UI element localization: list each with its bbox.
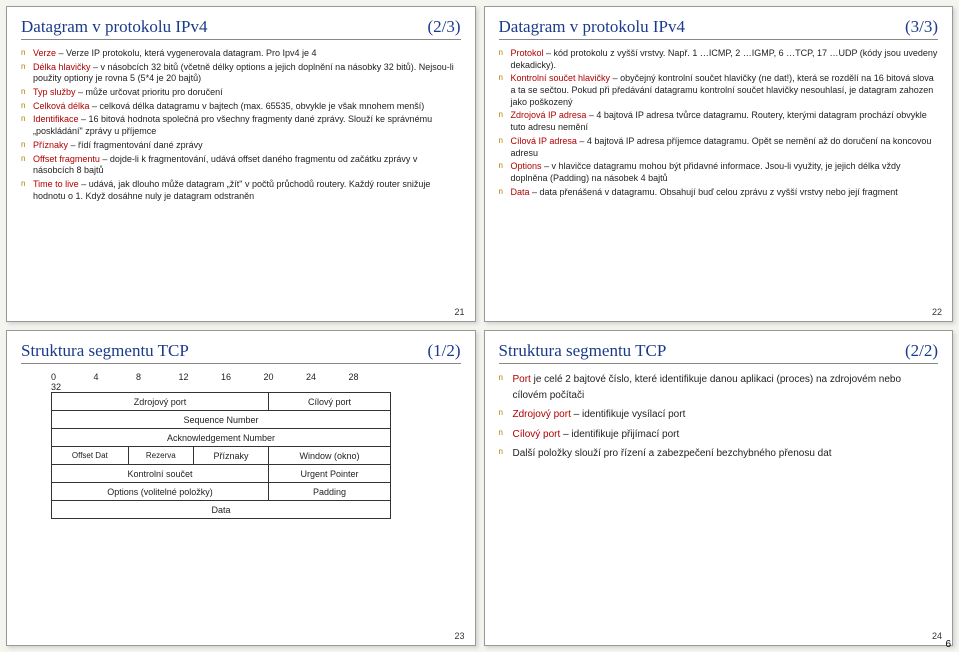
list-item: Verze – Verze IP protokolu, která vygene… (21, 48, 461, 60)
page-number: 22 (932, 307, 942, 317)
list-item: Identifikace – 16 bitová hodnota společn… (21, 114, 461, 137)
page-number: 23 (454, 631, 464, 641)
list-item: Port je celé 2 bajtové číslo, které iden… (499, 372, 939, 403)
list-item: Options – v hlavičce datagramu mohou být… (499, 161, 939, 184)
body-text: – identifikuje vysílací port (571, 409, 686, 420)
slide-22: Datagram v protokolu IPv4 (3/3) Protokol… (484, 6, 954, 322)
term: Protokol (511, 48, 544, 58)
body-text: – řídí fragmentování dané zprávy (68, 140, 203, 150)
term: Verze (33, 48, 56, 58)
term: Data (511, 187, 530, 197)
slide-part: (2/3) (427, 17, 460, 37)
slide-title: Struktura segmentu TCP (499, 341, 667, 361)
slide-24: Struktura segmentu TCP (2/2) Port je cel… (484, 330, 954, 646)
cell-chk: Kontrolní součet (52, 465, 269, 483)
cell-urg: Urgent Pointer (269, 465, 391, 483)
body-text: – v hlavičce datagramu mohou být přidavn… (511, 161, 901, 183)
page-number: 21 (454, 307, 464, 317)
cell-win: Window (okno) (269, 447, 391, 465)
body-text: – může určovat prioritu pro doručení (76, 87, 223, 97)
list-item: Délka hlavičky – v násobcích 32 bitů (vč… (21, 62, 461, 85)
term: Cílová IP adresa (511, 136, 577, 146)
slide-21: Datagram v protokolu IPv4 (2/3) Verze – … (6, 6, 476, 322)
slide-part: (3/3) (905, 17, 938, 37)
term: Offset fragmentu (33, 154, 100, 164)
tcp-table: Zdrojový port Cílový port Sequence Numbe… (51, 392, 391, 519)
cell-pad: Padding (269, 483, 391, 501)
title-row: Struktura segmentu TCP (2/2) (499, 341, 939, 364)
list-item: Time to live – udává, jak dlouho může da… (21, 179, 461, 202)
sheet-number: 6 (945, 639, 951, 650)
body-text: – v násobcích 32 bitů (včetně délky opti… (33, 62, 454, 84)
slide-title: Datagram v protokolu IPv4 (499, 17, 686, 37)
list-item: Příznaky – řídí fragmentování dané zpráv… (21, 140, 461, 152)
term: Options (511, 161, 542, 171)
list-item: Kontrolní součet hlavičky – obyčejný kon… (499, 73, 939, 108)
body-text: – identifikuje přijímací port (560, 429, 679, 440)
body-text: – udává, jak dlouho může datagram „žít" … (33, 179, 430, 201)
term: Typ služby (33, 87, 76, 97)
term: Příznaky (33, 140, 68, 150)
cell-opt: Options (volitelné položky) (52, 483, 269, 501)
term: Cílový port (513, 429, 561, 440)
bit-label: 0 (51, 372, 94, 382)
slide-23: Struktura segmentu TCP (1/2) 04812162024… (6, 330, 476, 646)
title-row: Datagram v protokolu IPv4 (3/3) (499, 17, 939, 40)
bit-label: 28 (349, 372, 392, 382)
slide-part: (2/2) (905, 341, 938, 361)
term: Identifikace (33, 114, 79, 124)
title-row: Struktura segmentu TCP (1/2) (21, 341, 461, 364)
cell-flags: Příznaky (193, 447, 268, 465)
list-item: Protokol – kód protokolu z vyšší vrstvy.… (499, 48, 939, 71)
body-text: – data přenášená v datagramu. Obsahují b… (530, 187, 898, 197)
cell-seq: Sequence Number (52, 411, 391, 429)
term: Port (513, 374, 531, 385)
slide-part: (1/2) (427, 341, 460, 361)
tcp-diagram: 0481216202428 32 Zdrojový port Cílový por… (21, 372, 461, 519)
slide-title: Struktura segmentu TCP (21, 341, 189, 361)
list-item: Celková délka – celková délka datagramu … (21, 101, 461, 113)
body-text: – kód protokolu z vyšší vrstvy. Např. 1 … (511, 48, 938, 70)
slide-title: Datagram v protokolu IPv4 (21, 17, 208, 37)
body-text: Další položky slouží pro řízení a zabezp… (513, 448, 832, 459)
cell-offset: Offset Dat (52, 447, 129, 465)
title-row: Datagram v protokolu IPv4 (2/3) (21, 17, 461, 40)
cell-data: Data (52, 501, 391, 519)
term: Kontrolní součet hlavičky (511, 73, 611, 83)
bit-label: 32 (51, 382, 94, 392)
list-item: Zdrojová IP adresa – 4 bajtová IP adresa… (499, 110, 939, 133)
bit-label: 24 (306, 372, 349, 382)
cell-src-port: Zdrojový port (52, 393, 269, 411)
list-item: Zdrojový port – identifikuje vysílací po… (499, 407, 939, 423)
bullet-list-22: Protokol – kód protokolu z vyšší vrstvy.… (499, 48, 939, 198)
body-text: – 16 bitová hodnota společná pro všechny… (33, 114, 432, 136)
term: Zdrojový port (513, 409, 571, 420)
body-text: je celé 2 bajtové číslo, které identifik… (513, 374, 902, 401)
list-item: Další položky slouží pro řízení a zabezp… (499, 446, 939, 462)
term: Délka hlavičky (33, 62, 91, 72)
bit-label: 4 (94, 372, 137, 382)
list-item: Offset fragmentu – dojde-li k fragmentov… (21, 154, 461, 177)
bit-label: 16 (221, 372, 264, 382)
term: Celková délka (33, 101, 90, 111)
list-item: Cílový port – identifikuje přijímací por… (499, 427, 939, 443)
bit-label: 12 (179, 372, 222, 382)
term: Time to live (33, 179, 79, 189)
cell-ack: Acknowledgement Number (52, 429, 391, 447)
bit-label: 8 (136, 372, 179, 382)
bullet-list-21: Verze – Verze IP protokolu, která vygene… (21, 48, 461, 202)
page-number: 24 (932, 631, 942, 641)
bit-label: 20 (264, 372, 307, 382)
cell-rsv: Rezerva (128, 447, 193, 465)
list-item: Cílová IP adresa – 4 bajtová IP adresa p… (499, 136, 939, 159)
bit-ruler: 0481216202428 32 (51, 372, 391, 392)
list-item: Data – data přenášená v datagramu. Obsah… (499, 187, 939, 199)
bullet-list-24: Port je celé 2 bajtové číslo, které iden… (499, 372, 939, 462)
cell-dst-port: Cílový port (269, 393, 391, 411)
body-text: – celková délka datagramu v bajtech (max… (90, 101, 425, 111)
term: Zdrojová IP adresa (511, 110, 587, 120)
body-text: – Verze IP protokolu, která vygenerovala… (56, 48, 316, 58)
list-item: Typ služby – může určovat prioritu pro d… (21, 87, 461, 99)
